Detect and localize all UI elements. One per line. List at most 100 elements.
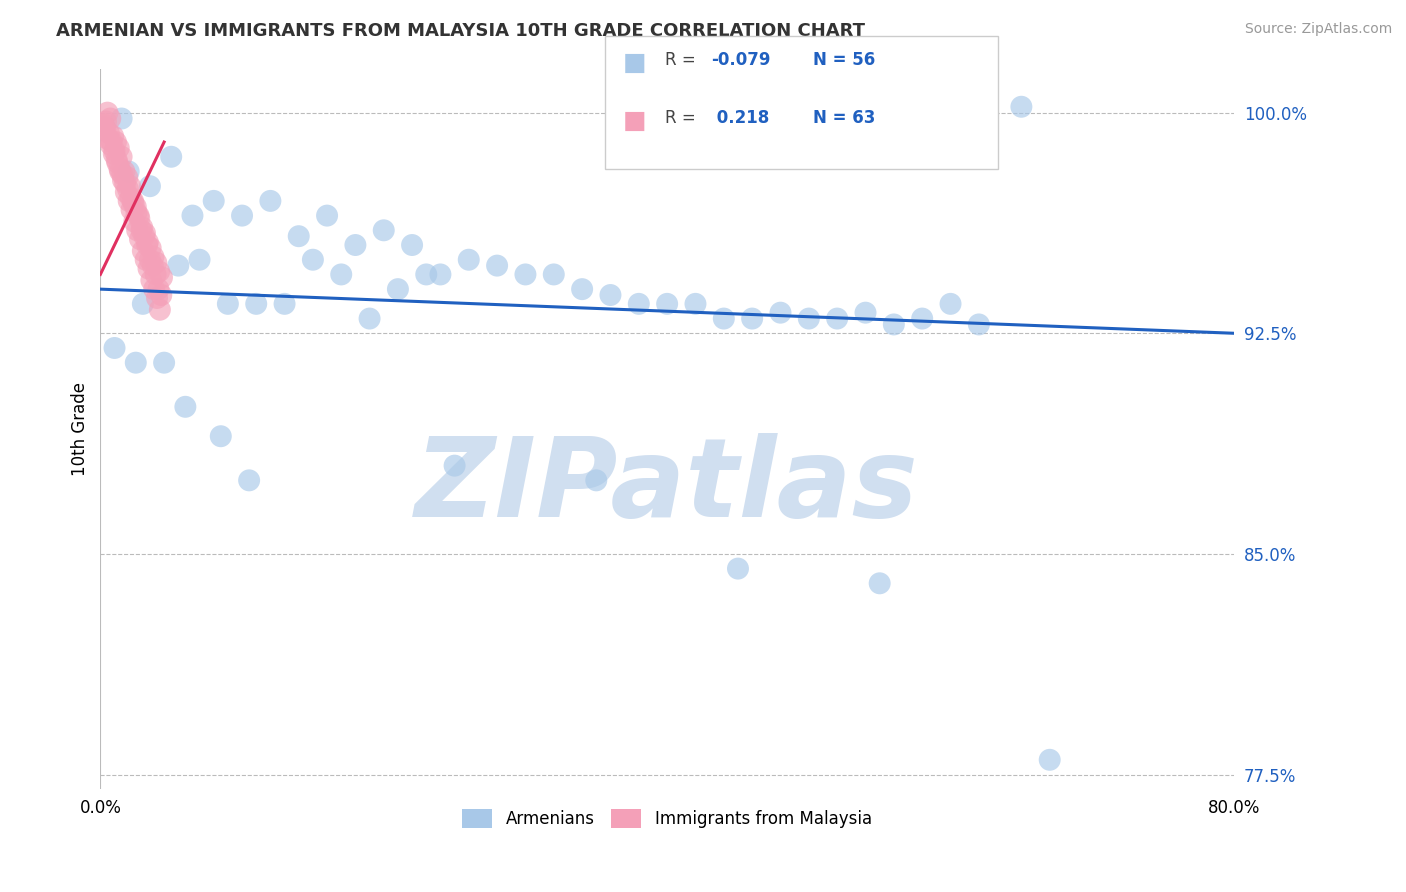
Point [188,252,211,267]
Point [107,141,129,155]
Point [136,238,159,252]
Point [128,209,150,223]
Point [139,252,162,267]
Point [543,268,565,282]
Point [135,252,157,267]
Point [131,220,153,235]
Point [148,264,170,278]
Text: R =: R = [665,109,706,127]
Point [122,197,145,211]
Point [128,211,150,226]
Point [209,429,232,443]
Point [97,132,120,146]
Point [100,138,122,153]
Point [443,458,465,473]
Point [344,238,367,252]
Point [967,318,990,332]
Point [330,268,353,282]
Point [238,474,260,488]
Text: ■: ■ [623,109,647,133]
Point [132,244,155,258]
Point [869,576,891,591]
Legend: Armenians, Immigrants from Malaysia: Armenians, Immigrants from Malaysia [456,803,879,835]
Point [97,126,120,140]
Point [149,302,172,317]
Point [103,146,125,161]
Point [174,400,197,414]
Point [141,273,163,287]
Point [111,168,134,182]
Point [359,311,381,326]
Point [148,282,170,296]
Point [145,268,167,282]
Point [911,311,934,326]
Point [883,318,905,332]
Point [108,161,131,176]
Point [120,179,142,194]
Point [134,229,156,244]
Point [142,250,165,264]
Point [96,105,118,120]
Point [302,252,325,267]
Point [114,164,136,178]
Point [571,282,593,296]
Point [100,135,122,149]
Point [127,223,149,237]
Point [146,291,169,305]
Point [117,170,139,185]
Point [143,282,166,296]
Point [136,235,159,249]
Point [115,185,138,199]
Point [316,209,339,223]
Point [105,153,128,167]
Point [145,255,167,269]
Point [91,117,114,131]
Point [150,270,173,285]
Point [939,297,962,311]
Point [585,474,607,488]
Text: R =: R = [665,51,702,69]
Point [855,306,877,320]
Point [287,229,309,244]
Point [627,297,650,311]
Point [101,129,124,144]
Point [98,112,121,126]
Text: ■: ■ [623,51,647,75]
Point [139,179,162,194]
Point [104,135,127,149]
Point [110,112,132,126]
Point [103,341,125,355]
Point [401,238,423,252]
Point [142,259,165,273]
Point [769,306,792,320]
Point [122,194,145,208]
Point [132,297,155,311]
Point [125,205,148,219]
Point [118,194,141,208]
Point [429,268,451,282]
Point [160,150,183,164]
Point [273,297,295,311]
Point [457,252,479,267]
Point [93,120,115,135]
Point [121,202,143,217]
Text: 0.218: 0.218 [711,109,769,127]
Point [1039,753,1062,767]
Text: Source: ZipAtlas.com: Source: ZipAtlas.com [1244,22,1392,37]
Point [486,259,509,273]
Point [655,297,678,311]
Point [139,241,162,255]
Text: ARMENIAN VS IMMIGRANTS FROM MALAYSIA 10TH GRADE CORRELATION CHART: ARMENIAN VS IMMIGRANTS FROM MALAYSIA 10T… [56,22,865,40]
Point [387,282,409,296]
Point [685,297,707,311]
Y-axis label: 10th Grade: 10th Grade [72,382,89,475]
Point [94,114,117,128]
Point [1010,100,1032,114]
Point [153,356,176,370]
Point [124,214,146,228]
Point [125,356,148,370]
Point [131,223,153,237]
Point [217,297,239,311]
Point [415,268,437,282]
Point [94,123,117,137]
